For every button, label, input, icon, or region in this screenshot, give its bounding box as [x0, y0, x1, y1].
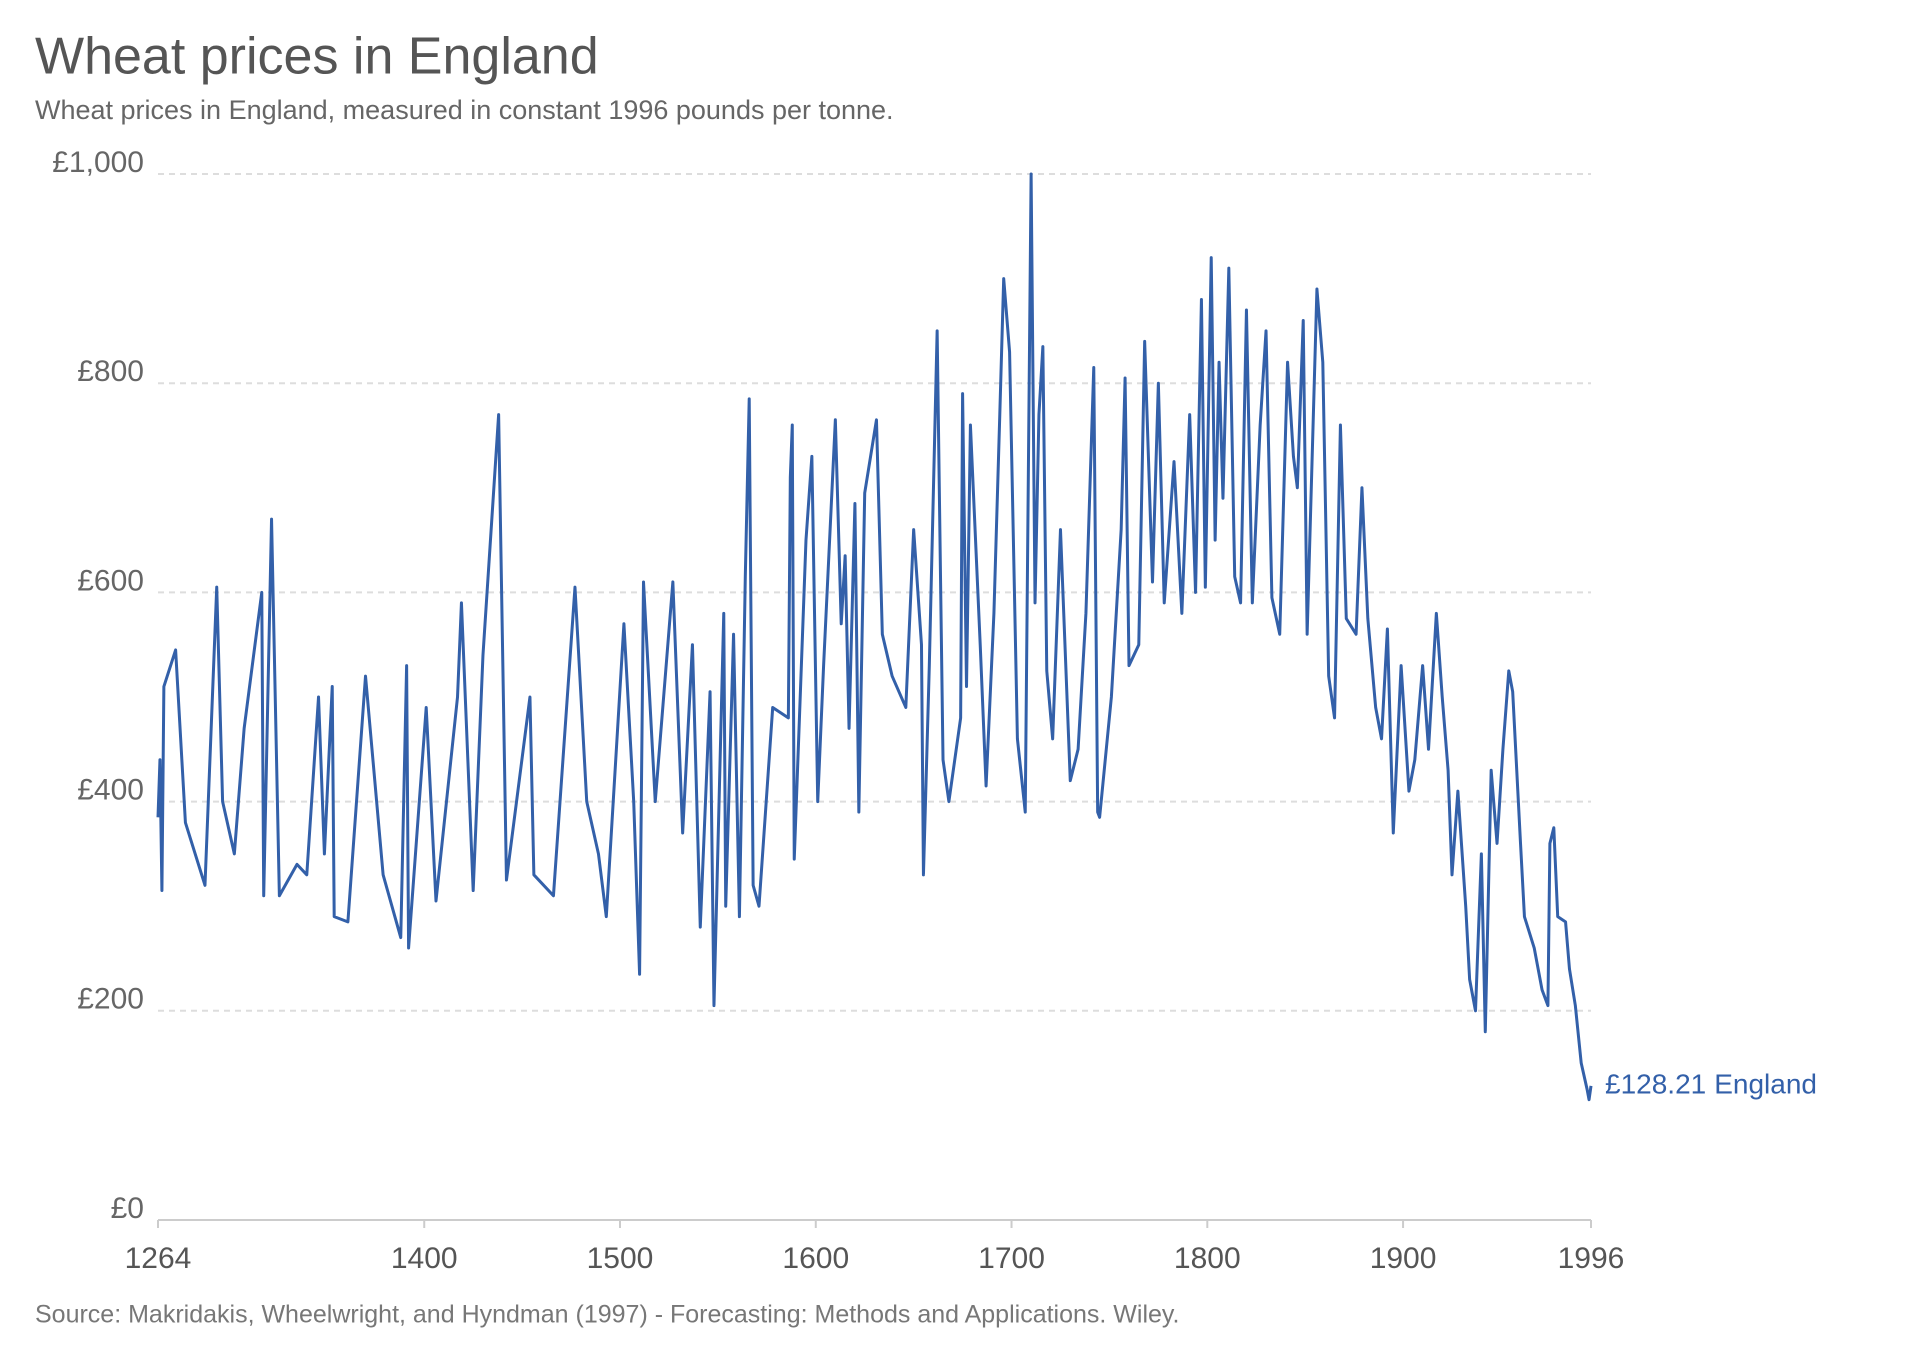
x-tick-label: 1400 — [391, 1242, 458, 1275]
x-tick-label: 1996 — [1558, 1242, 1625, 1275]
source-note: Source: Makridakis, Wheelwright, and Hyn… — [35, 1301, 1180, 1329]
series-label: England — [1714, 1068, 1817, 1099]
x-tick-label: 1800 — [1174, 1242, 1241, 1275]
x-tick-label: 1700 — [978, 1242, 1045, 1275]
y-tick-label: £0 — [111, 1192, 144, 1225]
y-tick-label: £400 — [77, 774, 144, 807]
x-tick-label: 1500 — [587, 1242, 654, 1275]
x-tick-label: 1600 — [782, 1242, 849, 1275]
end-value-label: £128.21 — [1605, 1068, 1706, 1099]
y-tick-label: £800 — [77, 355, 144, 388]
chart-subtitle: Wheat prices in England, measured in con… — [35, 95, 894, 125]
y-tick-label: £600 — [77, 564, 144, 597]
series-line — [156, 172, 1593, 1102]
x-tick-label: 1900 — [1370, 1242, 1437, 1275]
x-tick-label: 1264 — [125, 1242, 192, 1275]
chart-title: Wheat prices in England — [35, 28, 599, 86]
y-tick-label: £1,000 — [52, 146, 144, 179]
y-tick-label: £200 — [77, 983, 144, 1016]
